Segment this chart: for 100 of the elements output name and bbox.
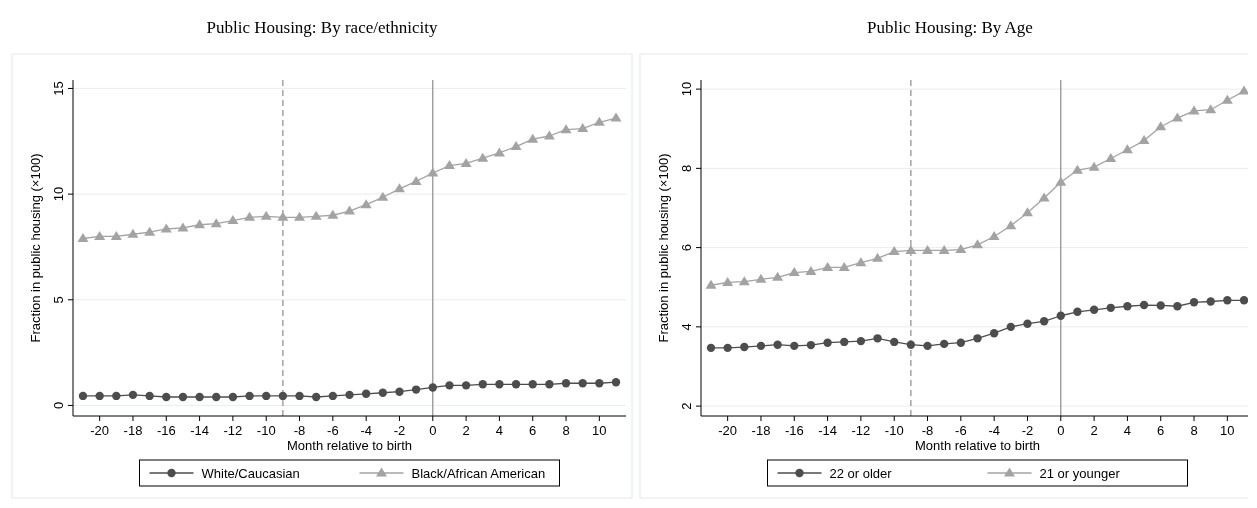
point bbox=[1006, 322, 1016, 332]
x-tick-label: -8 bbox=[921, 423, 934, 438]
point bbox=[94, 230, 106, 240]
point bbox=[988, 231, 1000, 241]
point bbox=[260, 210, 272, 220]
point bbox=[1139, 300, 1149, 310]
point bbox=[495, 380, 504, 389]
point bbox=[511, 380, 521, 389]
point bbox=[1205, 104, 1217, 114]
point bbox=[244, 211, 256, 221]
legend-label: 22 or older bbox=[829, 465, 893, 481]
point bbox=[493, 147, 505, 157]
point bbox=[160, 223, 172, 233]
point bbox=[773, 340, 782, 349]
point bbox=[145, 391, 154, 401]
point bbox=[411, 385, 421, 394]
point bbox=[1071, 164, 1083, 174]
point bbox=[856, 336, 866, 346]
point bbox=[127, 228, 139, 238]
point bbox=[1021, 207, 1033, 217]
point bbox=[262, 391, 271, 401]
point bbox=[822, 261, 834, 271]
point bbox=[310, 210, 322, 220]
y-tick-label: 5 bbox=[51, 296, 66, 304]
point bbox=[738, 276, 750, 286]
y-tick-label: 2 bbox=[679, 402, 694, 410]
point bbox=[972, 239, 983, 249]
point bbox=[840, 337, 849, 347]
x-tick-label: -20 bbox=[90, 423, 110, 438]
point bbox=[144, 226, 156, 236]
point bbox=[989, 328, 999, 338]
y-tick-label: 8 bbox=[679, 164, 694, 172]
point bbox=[1023, 319, 1032, 328]
point bbox=[838, 261, 850, 271]
point bbox=[772, 271, 784, 281]
x-tick-label: -2 bbox=[393, 423, 406, 438]
x-tick-label: -10 bbox=[256, 423, 276, 438]
point bbox=[906, 340, 916, 349]
point bbox=[923, 341, 932, 351]
point bbox=[95, 391, 104, 401]
point bbox=[277, 211, 289, 221]
point bbox=[110, 230, 122, 240]
point bbox=[1238, 85, 1248, 95]
point bbox=[443, 160, 455, 170]
point bbox=[1105, 152, 1117, 162]
point bbox=[245, 391, 254, 401]
point bbox=[888, 246, 900, 256]
point bbox=[1156, 301, 1165, 310]
point bbox=[378, 388, 388, 397]
point bbox=[873, 334, 882, 343]
point bbox=[1005, 220, 1017, 230]
point bbox=[528, 380, 537, 389]
x-tick-label: 6 bbox=[529, 423, 537, 438]
point bbox=[228, 392, 238, 402]
point bbox=[328, 391, 338, 401]
point bbox=[128, 390, 138, 400]
point bbox=[327, 209, 339, 219]
point bbox=[595, 379, 604, 388]
point bbox=[560, 124, 572, 134]
point bbox=[427, 167, 439, 177]
point bbox=[1088, 161, 1100, 171]
point bbox=[428, 383, 437, 392]
x-tick-label: -18 bbox=[751, 423, 771, 438]
point bbox=[790, 341, 799, 351]
point bbox=[938, 244, 950, 254]
y-tick-label: 10 bbox=[679, 81, 694, 97]
point bbox=[561, 379, 571, 388]
point bbox=[395, 387, 404, 396]
x-tick-label: 4 bbox=[1123, 423, 1132, 438]
point bbox=[705, 279, 717, 289]
point bbox=[1056, 311, 1065, 320]
x-tick-label: -16 bbox=[784, 423, 804, 438]
x-tick-label: -6 bbox=[327, 423, 339, 438]
point bbox=[577, 123, 589, 133]
x-tick-label: -2 bbox=[1021, 423, 1034, 438]
point bbox=[1121, 144, 1133, 154]
point bbox=[78, 391, 88, 401]
x-axis-title: Month relative to birth bbox=[286, 438, 413, 453]
point bbox=[722, 276, 734, 286]
point bbox=[1223, 296, 1232, 305]
x-tick-label: 8 bbox=[562, 423, 570, 438]
point bbox=[460, 157, 472, 167]
point bbox=[361, 389, 371, 399]
point bbox=[162, 392, 171, 402]
legend-label: 21 or younger bbox=[1039, 465, 1121, 481]
point bbox=[1155, 121, 1167, 131]
x-tick-label: 2 bbox=[1090, 423, 1098, 438]
x-tick-label: -12 bbox=[223, 423, 243, 438]
point bbox=[345, 390, 354, 400]
point bbox=[1221, 94, 1233, 104]
y-tick-label: 15 bbox=[51, 81, 66, 96]
x-tick-label: 8 bbox=[1190, 423, 1198, 438]
point bbox=[311, 392, 321, 402]
y-tick-label: 4 bbox=[679, 323, 694, 331]
point bbox=[527, 133, 539, 143]
point bbox=[939, 339, 949, 349]
x-tick-label: 10 bbox=[1220, 423, 1235, 438]
point bbox=[195, 392, 204, 402]
point bbox=[278, 391, 288, 401]
point bbox=[1206, 297, 1215, 306]
